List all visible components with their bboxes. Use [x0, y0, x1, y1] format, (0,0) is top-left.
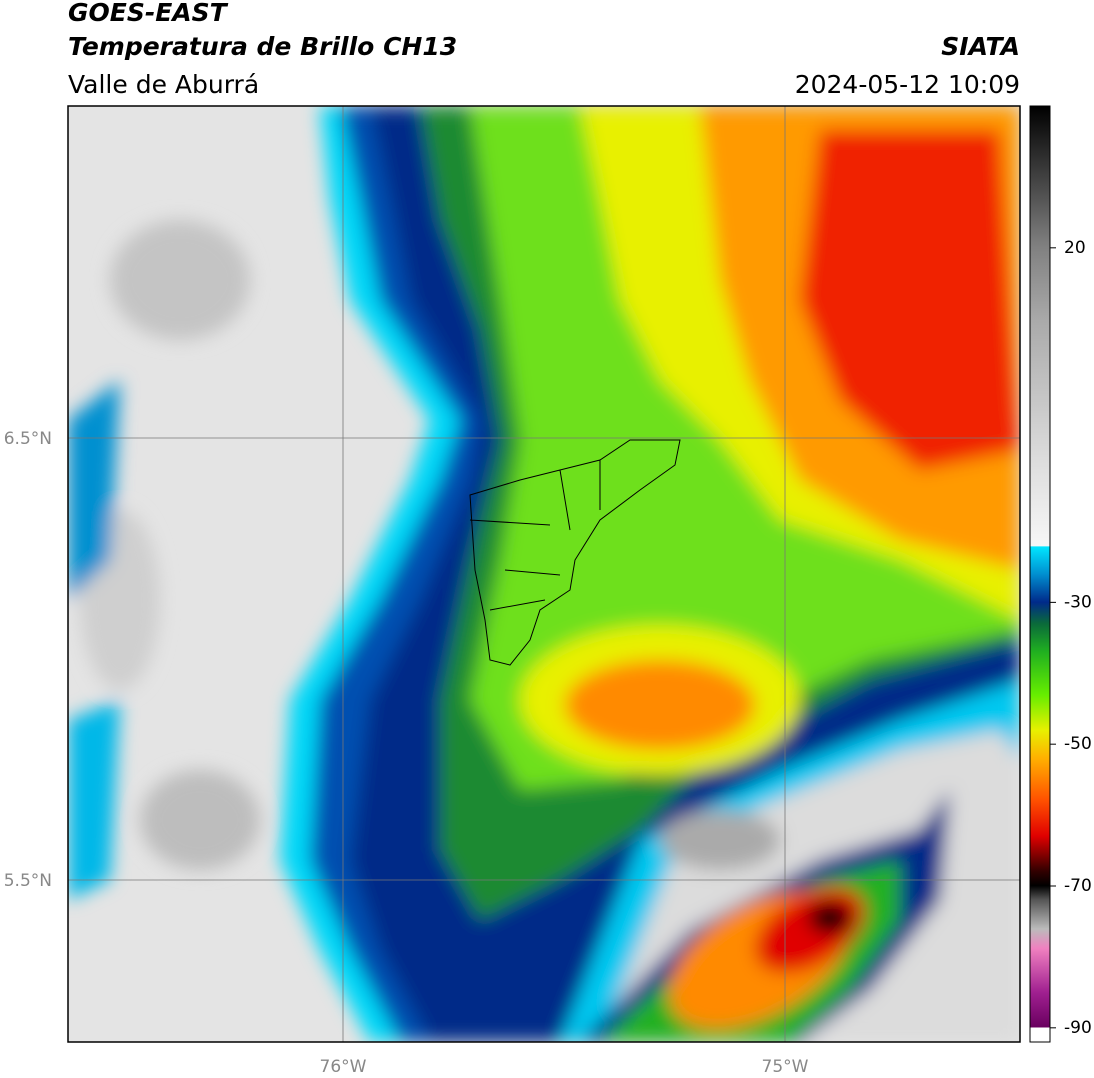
colorbar-tick-label: -30: [1064, 592, 1092, 612]
region: Valle de Aburrá: [68, 70, 259, 99]
colorbar: 20 -30 -50 -70 -90: [1029, 105, 1092, 1043]
lat-label: 5.5°N: [4, 871, 52, 891]
timestamp: 2024-05-12 10:09: [795, 70, 1020, 99]
lon-label: 76°W: [320, 1057, 367, 1077]
map-frame: [67, 105, 1021, 1043]
satellite-image: [68, 106, 1020, 1042]
colorbar-tick-label: 20: [1064, 238, 1086, 258]
colorbar-tick-label: -70: [1064, 876, 1092, 896]
title: GOES-EAST: [68, 0, 229, 27]
lon-label: 75°W: [762, 1057, 809, 1077]
subtitle: Temperatura de Brillo CH13: [68, 32, 457, 61]
colorbar-tick-label: -50: [1064, 734, 1092, 754]
source: SIATA: [941, 32, 1020, 61]
colorbar-tick-label: -90: [1064, 1018, 1092, 1038]
lat-label: 6.5°N: [4, 429, 52, 449]
